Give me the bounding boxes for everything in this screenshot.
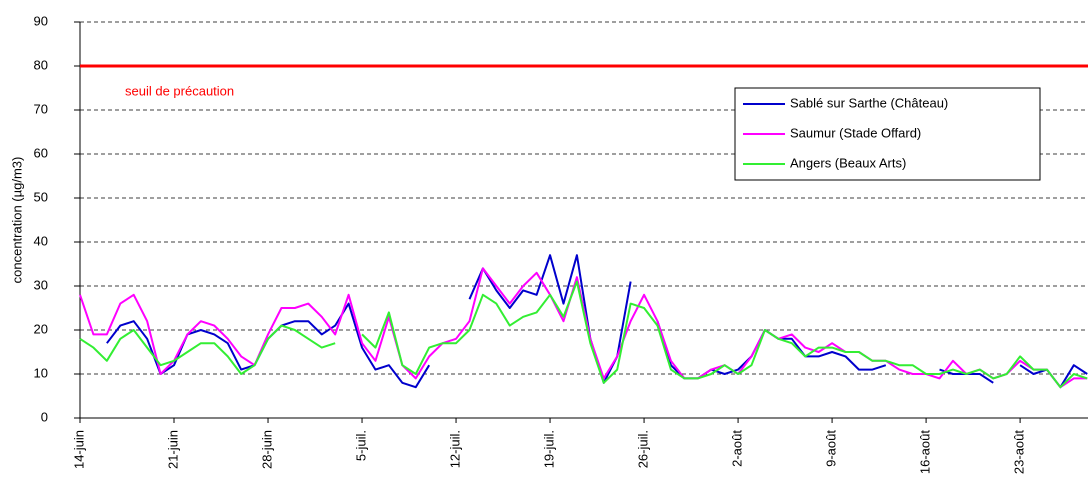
x-tick-label: 12-juil. bbox=[447, 430, 462, 468]
x-tick-label: 9-août bbox=[824, 430, 839, 467]
legend-label: Angers (Beaux Arts) bbox=[790, 155, 906, 170]
y-tick-label: 30 bbox=[34, 277, 48, 292]
series-line bbox=[79, 324, 336, 375]
x-tick-label: 2-août bbox=[730, 430, 745, 467]
x-tick-label: 26-juil. bbox=[635, 430, 650, 468]
y-tick-label: 60 bbox=[34, 145, 48, 160]
y-tick-label: 70 bbox=[34, 101, 48, 116]
y-tick-label: 10 bbox=[34, 365, 48, 380]
x-tick-label: 14-juin bbox=[71, 430, 86, 469]
y-tick-label: 40 bbox=[34, 233, 48, 248]
y-tick-label: 80 bbox=[34, 57, 48, 72]
y-tick-label: 50 bbox=[34, 189, 48, 204]
legend-label: Sablé sur Sarthe (Château) bbox=[790, 95, 948, 110]
series-line bbox=[468, 254, 632, 384]
y-tick-label: 0 bbox=[41, 409, 48, 424]
y-tick-label: 90 bbox=[34, 13, 48, 28]
x-tick-label: 19-juil. bbox=[541, 430, 556, 468]
x-tick-label: 5-juil. bbox=[353, 430, 368, 461]
y-axis-label: concentration (µg/m3) bbox=[9, 157, 24, 284]
x-tick-label: 21-juin bbox=[165, 430, 180, 469]
legend-box bbox=[734, 87, 1041, 181]
x-tick-label: 16-août bbox=[918, 430, 933, 474]
threshold-label: seuil de précaution bbox=[125, 83, 234, 98]
y-tick-label: 20 bbox=[34, 321, 48, 336]
legend-label: Saumur (Stade Offard) bbox=[790, 125, 921, 140]
x-tick-label: 28-juin bbox=[259, 430, 274, 469]
x-tick-label: 23-août bbox=[1012, 430, 1027, 474]
series-line bbox=[361, 280, 1088, 389]
